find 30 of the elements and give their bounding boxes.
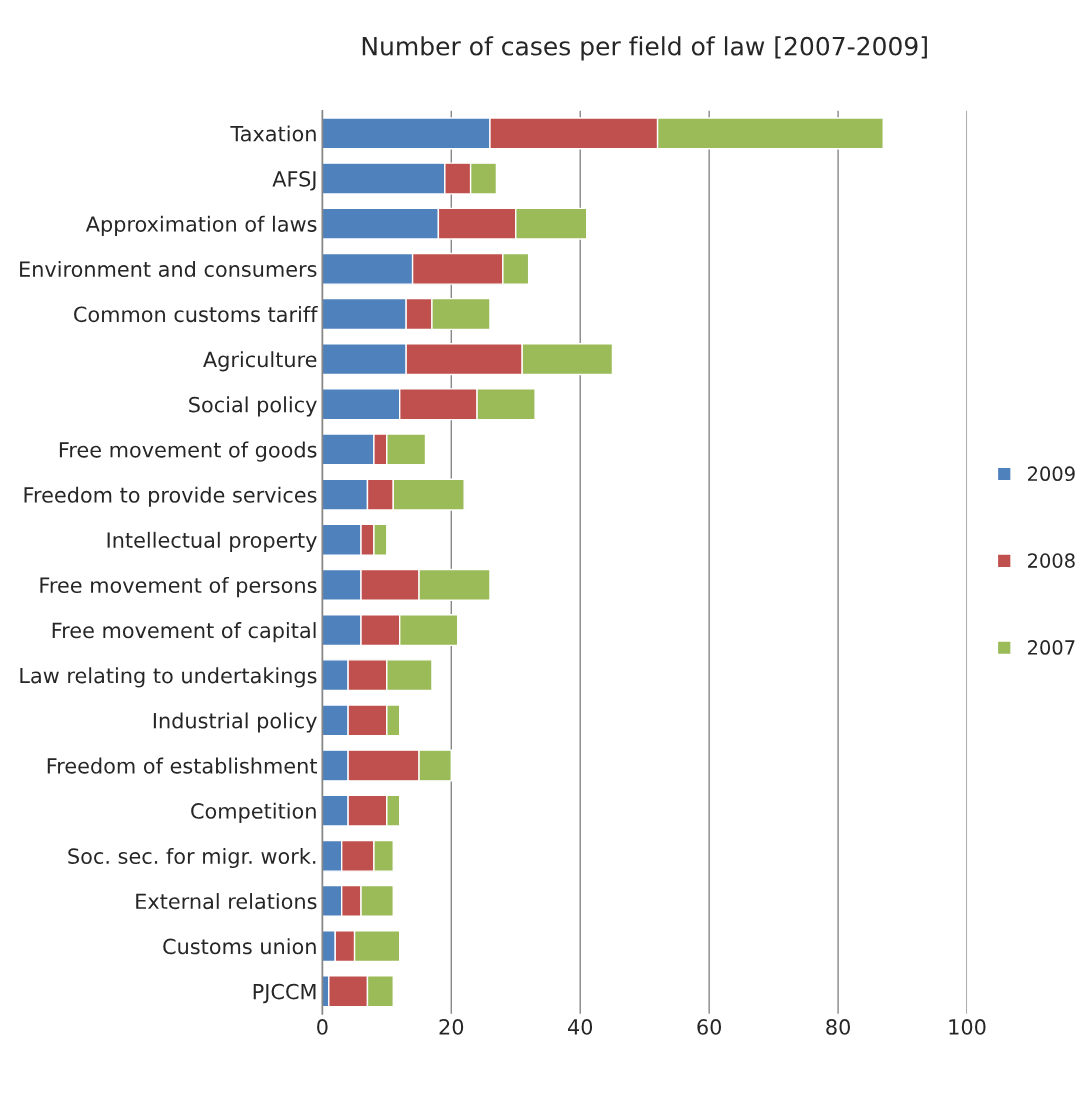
y-tick-label: AFSJ: [272, 170, 316, 191]
y-tick-label: Industrial policy: [153, 712, 317, 733]
y-tick-label: Freedom of establishment: [47, 757, 317, 774]
y-tick-label: Free movement of persons: [40, 576, 317, 598]
legend-label: 2009: [1028, 466, 1075, 482]
y-tick-label: Agriculture: [203, 351, 317, 372]
y-tick-label: PJCCM: [253, 983, 316, 1004]
y-tick-label: Taxation: [230, 125, 316, 142]
y-tick-label: Customs union: [163, 938, 316, 955]
y-tick-label: Social policy: [189, 396, 317, 417]
y-tick-label: Free movement of goods: [59, 441, 317, 462]
y-tick-label: External relations: [136, 893, 317, 910]
chart-title: Number of cases per field of law [2007-2009]: [362, 36, 927, 61]
x-tick-label: 80: [826, 1019, 850, 1035]
y-tick-label: Competition: [191, 802, 316, 823]
x-tick-label: 20: [439, 1019, 464, 1035]
y-tick-label: Environment and consumers: [20, 260, 317, 278]
y-tick-label: Intellectual property: [107, 531, 317, 552]
x-tick-label: 40: [567, 1019, 593, 1035]
y-tick-label: Law relating to undertakings: [20, 667, 317, 688]
y-tick-label: Common customs tariff: [74, 306, 318, 323]
x-tick-label: 0: [317, 1019, 328, 1035]
legend-label: 2007: [1028, 640, 1075, 655]
x-tick-label: 60: [697, 1019, 722, 1035]
y-tick-label: Approximation of laws: [85, 215, 317, 236]
y-tick-label: Freedom to provide services: [24, 486, 317, 507]
y-tick-label: Soc. sec. for migr. work.: [68, 847, 316, 869]
legend-label: 2008: [1028, 553, 1075, 568]
x-tick-label: 100: [949, 1019, 986, 1035]
y-tick-label: Free movement of capital: [52, 622, 316, 643]
